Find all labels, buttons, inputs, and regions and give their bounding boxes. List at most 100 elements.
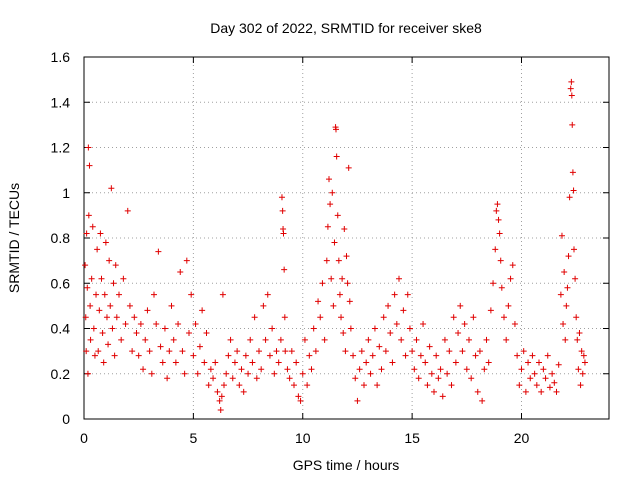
data-point — [457, 302, 464, 309]
y-tick-label: 1.2 — [51, 140, 71, 156]
data-point — [133, 330, 140, 337]
data-point — [142, 336, 149, 343]
chart-grid — [84, 57, 609, 419]
data-point — [439, 393, 446, 400]
data-point — [350, 352, 357, 359]
data-point — [461, 320, 468, 327]
data-point — [514, 352, 521, 359]
data-point — [105, 341, 112, 348]
data-point — [444, 370, 451, 377]
x-tick-labels: 0 5 10 15 20 — [80, 430, 529, 446]
data-point — [273, 348, 280, 355]
data-point — [98, 275, 105, 282]
data-point — [389, 359, 396, 366]
data-point — [131, 314, 138, 321]
data-point — [87, 302, 94, 309]
x-tick-label: 5 — [189, 430, 197, 446]
data-point — [570, 187, 577, 194]
data-point — [329, 189, 336, 196]
data-point — [546, 384, 553, 391]
data-point — [435, 375, 442, 382]
data-point — [323, 257, 330, 264]
data-point — [446, 348, 453, 355]
data-point — [238, 366, 245, 373]
data-point — [576, 330, 583, 337]
data-point — [346, 298, 353, 305]
data-point — [315, 298, 322, 305]
data-point — [192, 320, 199, 327]
data-point — [344, 280, 351, 287]
data-point — [240, 388, 247, 395]
data-point — [493, 207, 500, 214]
data-point — [159, 359, 166, 366]
data-point — [536, 359, 542, 366]
data-point — [190, 352, 197, 359]
data-point — [431, 388, 437, 395]
data-point — [380, 314, 387, 321]
data-point — [347, 325, 354, 332]
data-point — [376, 343, 383, 350]
data-point — [330, 302, 337, 309]
data-point — [271, 370, 278, 377]
data-point — [365, 336, 372, 343]
data-point — [225, 352, 232, 359]
data-point — [101, 291, 108, 298]
data-point — [496, 230, 503, 237]
data-point — [288, 348, 295, 355]
data-point — [474, 388, 481, 395]
data-point — [333, 153, 340, 160]
data-point — [164, 375, 171, 382]
data-point — [324, 223, 331, 230]
data-point — [269, 325, 276, 332]
axis-ticks — [83, 56, 609, 420]
data-point — [210, 375, 217, 382]
data-point — [479, 397, 486, 404]
data-point — [207, 366, 214, 373]
data-point — [94, 246, 101, 253]
data-point — [124, 207, 131, 214]
data-point — [170, 336, 177, 343]
data-point — [279, 207, 286, 214]
data-point — [179, 348, 186, 355]
data-point — [422, 359, 429, 366]
data-point — [221, 382, 227, 389]
data-point — [492, 246, 499, 253]
data-point — [196, 343, 203, 350]
data-point — [264, 291, 271, 298]
y-tick-label: 0.4 — [51, 321, 71, 337]
data-point — [433, 352, 440, 359]
data-point — [90, 325, 97, 332]
data-point — [483, 336, 490, 343]
data-point — [293, 359, 300, 366]
data-point — [84, 284, 91, 291]
data-point — [538, 388, 545, 395]
data-point — [371, 325, 378, 332]
data-point — [481, 366, 488, 373]
data-point — [437, 366, 444, 373]
data-point — [284, 366, 291, 373]
data-point — [455, 330, 462, 337]
data-point — [569, 169, 576, 176]
data-point — [97, 230, 104, 237]
data-point — [551, 379, 558, 386]
data-point — [490, 280, 497, 287]
data-point — [574, 336, 581, 343]
data-point — [413, 336, 420, 343]
data-point — [450, 314, 457, 321]
data-point — [363, 359, 370, 366]
data-point — [342, 348, 349, 355]
data-point — [335, 257, 342, 264]
data-point — [91, 352, 98, 359]
data-point — [319, 280, 326, 287]
y-tick-label: 0.6 — [51, 275, 71, 291]
data-point — [580, 352, 587, 359]
data-point — [186, 330, 192, 337]
data-point — [466, 336, 472, 343]
data-point — [560, 320, 567, 327]
data-point — [135, 352, 142, 359]
data-point — [89, 223, 96, 230]
data-point — [487, 307, 494, 314]
data-point — [317, 314, 324, 321]
data-point — [161, 325, 168, 332]
x-axis-label: GPS time / hours — [293, 457, 400, 473]
